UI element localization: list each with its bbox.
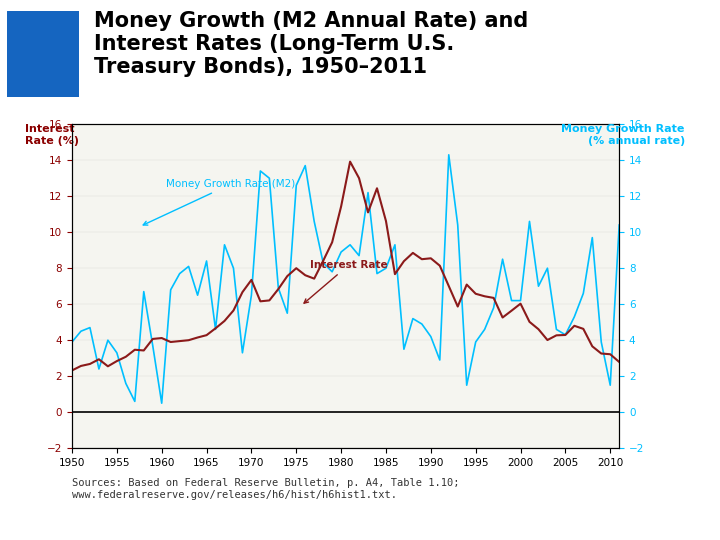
Text: Money Growth Rate (M2): Money Growth Rate (M2) (143, 179, 295, 225)
Text: PEARSON: PEARSON (609, 516, 706, 534)
Text: Interest Rate: Interest Rate (304, 260, 387, 303)
Text: Sources: Based on Federal Reserve Bulletin, p. A4, Table 1.10;
www.federalreserv: Sources: Based on Federal Reserve Bullet… (72, 478, 459, 500)
Text: 1-14: 1-14 (14, 520, 40, 530)
Text: Money Growth (M2 Annual Rate) and
Interest Rates (Long-Term U.S.
Treasury Bonds): Money Growth (M2 Annual Rate) and Intere… (94, 11, 528, 77)
Text: © 2013 Pearson Education, Inc. All rights reserved.: © 2013 Pearson Education, Inc. All right… (180, 520, 431, 530)
Text: Money Growth Rate
(% annual rate): Money Growth Rate (% annual rate) (562, 124, 685, 146)
Text: Interest
Rate (%): Interest Rate (%) (25, 124, 79, 146)
